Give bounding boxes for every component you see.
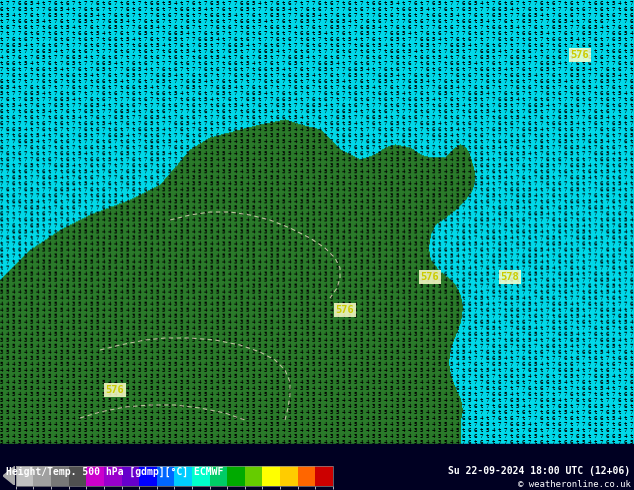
- Text: Su 22-09-2024 18:00 UTC (12+06): Su 22-09-2024 18:00 UTC (12+06): [448, 466, 630, 476]
- Text: Height/Temp. 500 hPa [gdmp][°C] ECMWF: Height/Temp. 500 hPa [gdmp][°C] ECMWF: [6, 466, 223, 477]
- Text: 576: 576: [335, 305, 354, 315]
- Text: 576: 576: [106, 385, 124, 395]
- Text: 576: 576: [420, 272, 439, 282]
- Text: © weatheronline.co.uk: © weatheronline.co.uk: [517, 480, 630, 489]
- Text: 578: 578: [501, 272, 519, 282]
- Polygon shape: [3, 466, 15, 485]
- Text: 576: 576: [571, 50, 590, 60]
- Bar: [0, 444, 634, 490]
